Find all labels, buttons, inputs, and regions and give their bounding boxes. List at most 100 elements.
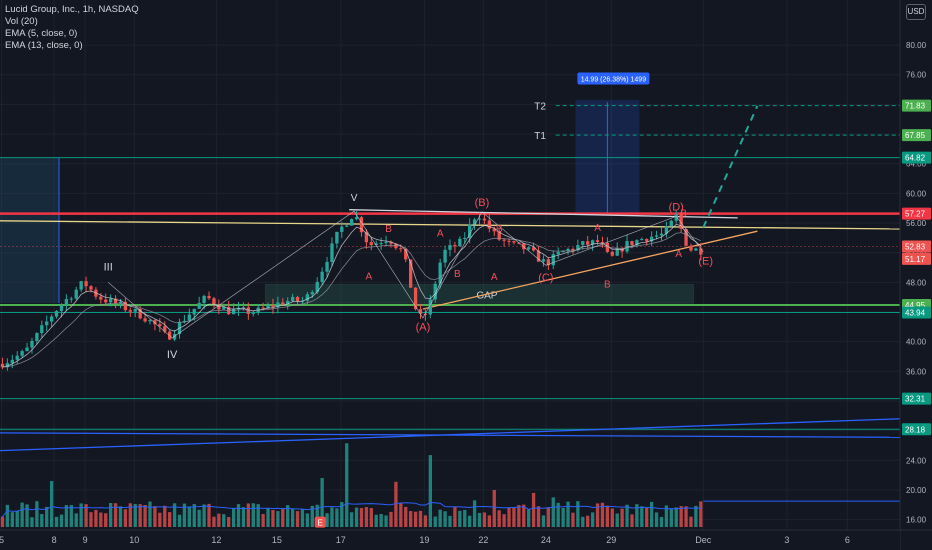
candle-body	[694, 248, 698, 251]
ema5-line	[2, 223, 702, 368]
wave-label: A	[675, 249, 682, 260]
volume-bar	[0, 516, 5, 528]
candle-body	[448, 245, 452, 250]
candle-body	[59, 305, 64, 312]
volume-bar	[502, 514, 506, 528]
volume-bar	[261, 514, 265, 528]
candle	[694, 247, 698, 251]
candle	[345, 224, 349, 228]
volume-bar	[345, 443, 349, 528]
candle	[25, 342, 29, 352]
volume-bar	[679, 506, 683, 528]
candle-body	[369, 242, 373, 246]
earnings-icon	[314, 516, 326, 528]
volume-bar	[374, 514, 378, 528]
price-badge-label: 57.27	[905, 210, 926, 219]
candle-body	[290, 296, 295, 301]
volume-bar	[389, 511, 393, 528]
volume-bar	[118, 506, 123, 528]
wave-label: (B)	[475, 197, 490, 209]
candle	[507, 238, 511, 246]
candle-body	[143, 318, 147, 322]
candle-body	[630, 241, 634, 246]
volume-bar	[99, 512, 103, 528]
candle-body	[118, 301, 123, 304]
candle-body	[340, 226, 344, 232]
candle-body	[389, 241, 393, 244]
price-badge-label: 67.85	[905, 131, 926, 140]
volume-bar	[49, 481, 54, 528]
candle	[212, 296, 216, 309]
candle-body	[512, 241, 516, 243]
volume-bar	[586, 515, 590, 528]
candle	[659, 227, 664, 241]
price-badge: 28.18	[902, 423, 931, 436]
candle	[379, 237, 383, 250]
candle-body	[15, 355, 19, 360]
candle	[625, 234, 629, 254]
wave-label: B	[680, 208, 687, 219]
price-tick: 36.00	[906, 367, 927, 376]
price-badge-bg	[902, 423, 931, 436]
candle-body	[679, 214, 683, 230]
volume-bar	[630, 514, 634, 528]
candle-body	[104, 299, 108, 303]
candle	[69, 296, 73, 303]
candle	[448, 239, 452, 257]
volume-bar	[354, 507, 359, 528]
candle-body	[40, 325, 44, 334]
candle-body	[182, 320, 187, 322]
candle-body	[413, 287, 418, 310]
measure-label-bg	[577, 72, 650, 85]
candle-body	[472, 219, 477, 225]
candle	[108, 294, 113, 307]
candle	[54, 310, 59, 319]
volume-ma-line	[2, 501, 701, 517]
volume-bar	[551, 497, 555, 528]
volume-bar	[531, 492, 536, 528]
price-badge-label: 71.83	[905, 102, 926, 111]
volume-bar	[251, 503, 255, 528]
volume-bar	[325, 513, 329, 528]
candle-body	[25, 347, 29, 352]
candle-body	[536, 250, 541, 262]
volume-bar	[497, 510, 501, 528]
candle-body	[172, 334, 177, 340]
volume-bar	[605, 505, 610, 528]
volume-bar	[104, 513, 108, 528]
volume-bar	[625, 504, 629, 528]
candle	[364, 229, 369, 249]
candle	[359, 215, 364, 237]
volume-bar	[30, 517, 34, 528]
candle	[640, 237, 644, 241]
trend-line	[0, 432, 901, 438]
volume-bar	[413, 511, 418, 528]
volume-bar	[217, 513, 221, 528]
currency-button[interactable]: USD	[906, 4, 926, 20]
candle-body	[310, 292, 314, 295]
time-tick: 19	[419, 535, 429, 545]
time-tick: 15	[272, 535, 282, 545]
volume-bar	[138, 504, 142, 528]
candle	[74, 286, 78, 300]
left-zone-box	[0, 157, 60, 304]
volume-bar	[168, 512, 172, 528]
volume-bar	[202, 504, 206, 528]
candle-body	[133, 309, 137, 312]
candle	[295, 295, 300, 306]
target-label: T2	[534, 102, 546, 113]
candle	[684, 228, 688, 247]
candle	[472, 217, 477, 230]
candle	[45, 315, 49, 332]
volume-bar	[581, 516, 585, 528]
price-badge-label: 43.94	[905, 308, 926, 317]
candle-body	[217, 304, 221, 310]
ema13-line	[2, 232, 701, 368]
wave-label: (D)	[669, 201, 684, 213]
candle-body	[222, 306, 226, 310]
volume-bar	[236, 504, 241, 528]
candle-body	[354, 217, 359, 220]
candle-body	[330, 243, 334, 263]
volume-bar	[74, 513, 78, 528]
